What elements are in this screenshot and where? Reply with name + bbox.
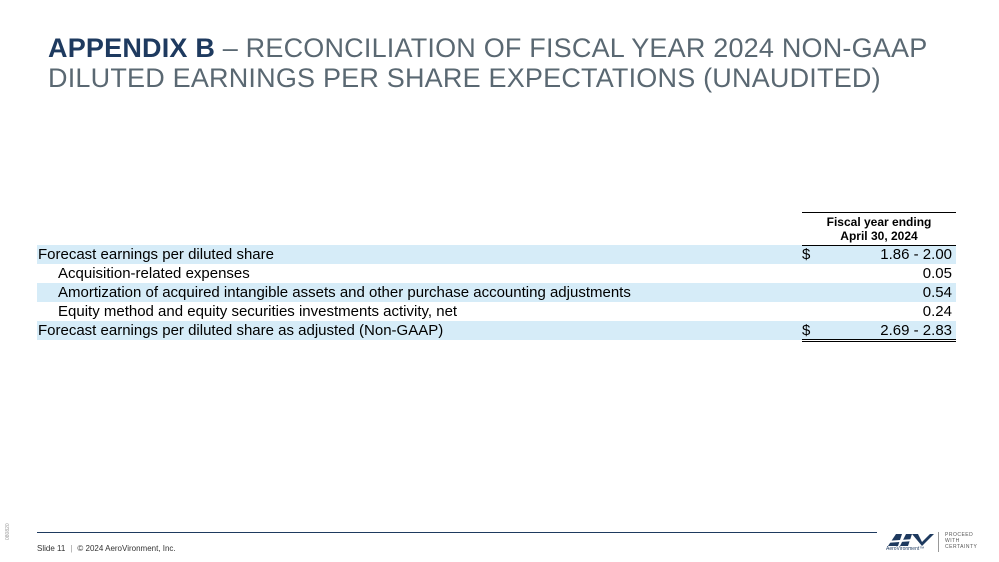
logo-tagline: PROCEED WITH CERTAINTY xyxy=(945,532,978,550)
row-currency: $ xyxy=(802,246,811,263)
table-row: Acquisition-related expenses 0.05 xyxy=(37,264,956,283)
copyright: © 2024 AeroVironment, Inc. xyxy=(77,544,176,553)
logo-divider xyxy=(938,532,939,552)
row-value: 0.24 xyxy=(922,303,952,320)
row-value: 1.86 - 2.00 xyxy=(880,246,952,263)
row-value: 0.54 xyxy=(922,284,952,301)
header-line-1: Fiscal year ending xyxy=(826,215,932,229)
row-label: Acquisition-related expenses xyxy=(58,265,250,282)
table-row: Equity method and equity securities inve… xyxy=(37,302,956,321)
table-row: Amortization of acquired intangible asse… xyxy=(37,283,956,302)
row-label: Forecast earnings per diluted share as a… xyxy=(38,322,444,339)
title-rest: – RECONCILIATION OF FISCAL YEAR 2024 NON… xyxy=(48,33,927,93)
page-title: APPENDIX B – RECONCILIATION OF FISCAL YE… xyxy=(48,33,968,93)
side-code: 080820 xyxy=(5,523,11,540)
header-line-2: April 30, 2024 xyxy=(840,229,918,243)
footer-rule xyxy=(37,532,877,533)
logo-name: AeroVironment™ xyxy=(886,546,925,552)
reconciliation-table: Fiscal year ending April 30, 2024 Foreca… xyxy=(37,212,956,342)
table-row: Forecast earnings per diluted share $ 1.… xyxy=(37,245,956,264)
header-top-rule xyxy=(802,212,956,213)
footer-separator: | xyxy=(70,544,73,553)
table-row-total: Forecast earnings per diluted share as a… xyxy=(37,321,956,342)
slide-number: Slide 11 xyxy=(37,544,66,553)
column-header: Fiscal year ending April 30, 2024 xyxy=(37,212,956,245)
row-currency: $ xyxy=(802,322,811,339)
row-label: Forecast earnings per diluted share xyxy=(38,246,274,263)
header-bottom-rule xyxy=(802,245,956,246)
row-label: Equity method and equity securities inve… xyxy=(58,303,458,320)
title-strong: APPENDIX B xyxy=(48,33,216,63)
row-label: Amortization of acquired intangible asse… xyxy=(58,284,631,301)
column-header-text: Fiscal year ending April 30, 2024 xyxy=(802,215,956,243)
total-double-underline xyxy=(802,339,956,340)
aerovironment-logo-icon xyxy=(886,534,934,546)
row-value: 2.69 - 2.83 xyxy=(880,322,952,339)
row-value: 0.05 xyxy=(922,265,952,282)
footer: Slide 11 | © 2024 AeroVironment, Inc. xyxy=(37,544,176,553)
